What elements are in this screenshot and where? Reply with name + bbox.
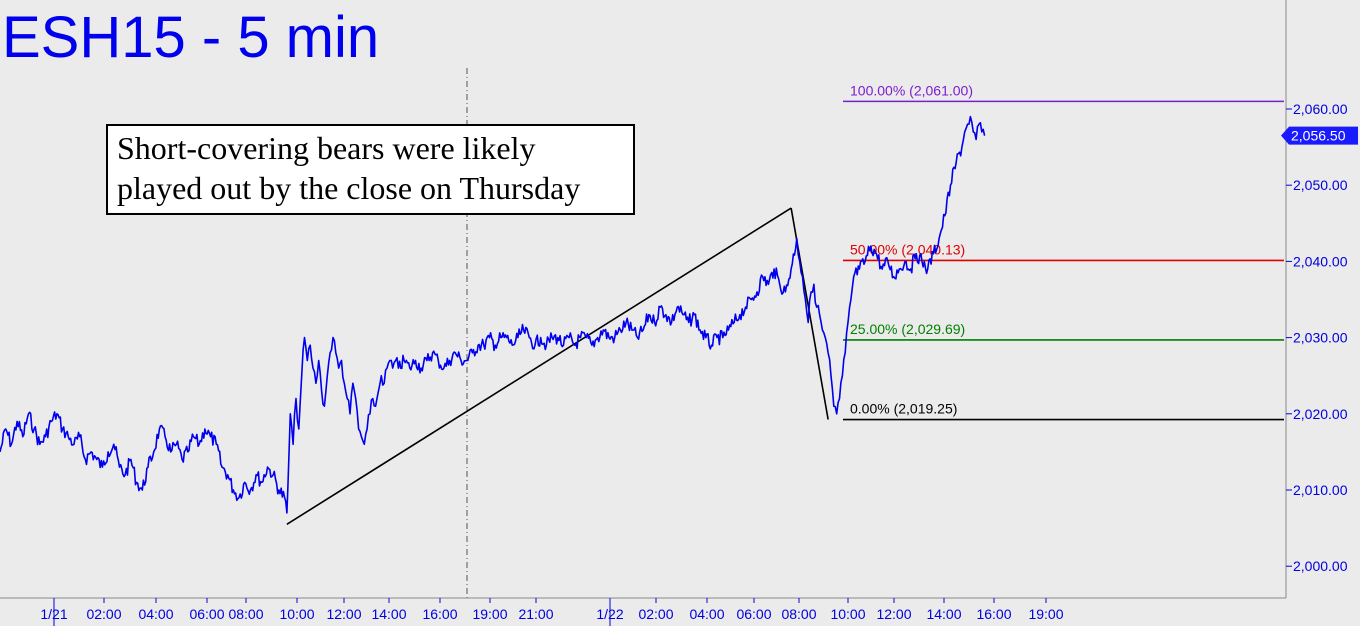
- chart-title: ESH15 - 5 min: [2, 5, 379, 70]
- x-tick-label-18: 14:00: [926, 606, 961, 622]
- annotation-frame: [106, 124, 635, 215]
- last-price-marker: 2,056.50: [1281, 126, 1358, 145]
- x-tick-label-4: 08:00: [228, 606, 263, 622]
- fib-label-2: 25.00% (2,029.69): [850, 321, 965, 337]
- y-tick-label-2: 2,040.00: [1293, 253, 1348, 269]
- fib-label-3: 0.00% (2,019.25): [850, 401, 957, 417]
- x-tick-label-1: 02:00: [86, 606, 121, 622]
- y-tick-label-0: 2,060.00: [1293, 101, 1348, 117]
- y-axis: 2,060.00 2,050.00 2,040.00 2,030.00 2,020.00…: [1286, 101, 1348, 574]
- x-axis: 1/21 02:00 04:00 06:00 08:00 10:00 12:00 14:00 1…: [40, 598, 1064, 626]
- price-series: [0, 115, 986, 514]
- x-tick-label-3: 06:00: [189, 606, 224, 622]
- y-tick-label-6: 2,000.00: [1293, 558, 1348, 574]
- x-tick-label-15: 08:00: [781, 606, 816, 622]
- y-tick-label-4: 2,020.00: [1293, 406, 1348, 422]
- x-tick-label-12: 02:00: [638, 606, 673, 622]
- y-tick-label-3: 2,030.00: [1293, 330, 1348, 346]
- y-tick-label-1: 2,050.00: [1293, 177, 1348, 193]
- x-tick-label-8: 16:00: [422, 606, 457, 622]
- x-tick-label-2: 04:00: [138, 606, 173, 622]
- x-tick-label-17: 12:00: [876, 606, 911, 622]
- annotation-line-1: Short-covering bears were likely: [117, 130, 536, 166]
- x-tick-label-20: 19:00: [1028, 606, 1063, 622]
- x-tick-label-9: 19:00: [472, 606, 507, 622]
- x-tick-label-5: 10:00: [279, 606, 314, 622]
- x-tick-label-11: 1/22: [596, 606, 623, 622]
- x-tick-label-0: 1/21: [40, 606, 67, 622]
- price-line: [0, 115, 986, 514]
- fib-label-1: 50.00% (2,040.13): [850, 241, 965, 257]
- last-price-label: 2,056.50: [1291, 128, 1346, 144]
- x-tick-label-19: 16:00: [976, 606, 1011, 622]
- x-tick-label-7: 14:00: [371, 606, 406, 622]
- annotation-line-2: played out by the close on Thursday: [117, 170, 580, 206]
- x-tick-label-13: 04:00: [689, 606, 724, 622]
- swing-line-0: [286, 207, 792, 525]
- x-tick-label-14: 06:00: [736, 606, 771, 622]
- x-tick-label-6: 12:00: [326, 606, 361, 622]
- y-tick-label-5: 2,010.00: [1293, 482, 1348, 498]
- annotation-box: Short-covering bears were likely played …: [106, 124, 635, 215]
- last-price-tag: [1281, 126, 1358, 145]
- x-tick-label-16: 10:00: [830, 606, 865, 622]
- fib-label-0: 100.00% (2,061.00): [850, 82, 973, 98]
- x-tick-label-10: 21:00: [518, 606, 553, 622]
- fib-levels: 100.00% (2,061.00) 50.00% (2,040.13) 25.00…: [843, 82, 1284, 421]
